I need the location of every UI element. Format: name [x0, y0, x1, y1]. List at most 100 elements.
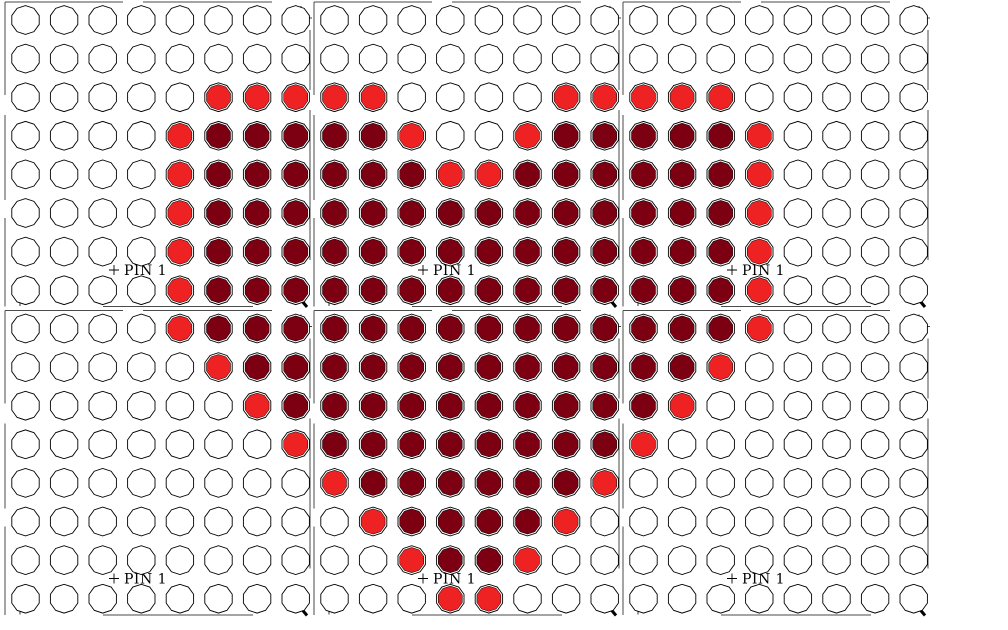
led-dot	[88, 5, 117, 35]
led-dot	[11, 506, 40, 537]
led-dot	[629, 545, 658, 575]
led-dot	[204, 429, 233, 460]
led-dot	[165, 313, 195, 344]
led-dot	[281, 545, 310, 575]
led-dot	[474, 313, 504, 344]
led-dot	[783, 82, 813, 113]
led-dot	[783, 313, 813, 344]
led-module: PIN 1	[622, 1, 930, 308]
led-dot	[88, 583, 117, 614]
led-dot	[513, 275, 542, 306]
led-dot	[551, 5, 581, 35]
led-dot	[474, 506, 504, 537]
led-dot	[822, 82, 851, 113]
led-dot	[165, 506, 195, 537]
led-dot	[165, 352, 195, 382]
led-dot	[397, 159, 426, 190]
module-board-edge	[622, 310, 929, 616]
led-dot	[513, 159, 542, 190]
led-dot	[204, 236, 233, 267]
led-dot	[397, 506, 426, 537]
led-dot	[358, 236, 388, 267]
led-dot	[358, 275, 388, 306]
led-dot	[358, 159, 388, 190]
led-dot	[88, 275, 117, 306]
led-dot	[551, 198, 581, 228]
led-dot	[11, 390, 40, 421]
led-dot	[88, 468, 117, 498]
led-dot	[899, 506, 928, 537]
led-dot	[513, 198, 542, 228]
led-dot	[513, 313, 542, 344]
led-dot	[11, 5, 40, 35]
led-dot	[629, 429, 658, 460]
led-dot	[165, 468, 195, 498]
led-dot	[783, 545, 813, 575]
led-dot	[629, 43, 658, 74]
led-dot	[706, 236, 735, 267]
led-dot	[474, 5, 504, 35]
led-dot	[551, 352, 581, 382]
led-dot	[436, 43, 465, 74]
led-dot	[822, 5, 851, 35]
led-dot	[860, 236, 890, 267]
led-dot	[783, 159, 813, 190]
led-dot	[899, 429, 928, 460]
led-dot	[590, 159, 619, 190]
led-dot	[629, 313, 658, 344]
led-dot	[11, 236, 40, 267]
led-dot	[242, 198, 272, 228]
led-dot	[358, 82, 388, 113]
led-dot	[49, 313, 79, 344]
led-dot	[436, 275, 465, 306]
led-dot	[551, 429, 581, 460]
led-dot	[783, 390, 813, 421]
led-dot	[320, 390, 349, 421]
led-dot	[899, 390, 928, 421]
led-dot	[822, 236, 851, 267]
led-dot	[629, 583, 658, 614]
pin-1-label: PIN 1	[433, 572, 476, 588]
led-dot	[667, 198, 697, 228]
led-dot	[397, 275, 426, 306]
led-dot	[745, 429, 774, 460]
led-dot	[822, 390, 851, 421]
led-dot	[358, 506, 388, 537]
led-dot	[822, 275, 851, 306]
led-dot	[706, 506, 735, 537]
led-dot	[860, 43, 890, 74]
module-board-edge	[4, 1, 311, 307]
led-dot	[513, 390, 542, 421]
led-dot	[49, 120, 79, 151]
led-dot	[860, 82, 890, 113]
led-dot	[358, 545, 388, 575]
led-dot	[242, 468, 272, 498]
led-dot	[899, 120, 928, 151]
led-dot	[49, 390, 79, 421]
led-dot	[127, 313, 156, 344]
led-dot	[551, 120, 581, 151]
led-dot	[667, 313, 697, 344]
led-dot	[551, 390, 581, 421]
led-dot	[358, 583, 388, 614]
led-dot	[783, 352, 813, 382]
led-dot	[88, 198, 117, 228]
led-dot	[474, 275, 504, 306]
led-dot	[513, 120, 542, 151]
led-dot	[397, 236, 426, 267]
led-dot	[242, 545, 272, 575]
led-dot	[165, 120, 195, 151]
led-dot	[127, 159, 156, 190]
led-dot	[860, 545, 890, 575]
led-dot	[629, 236, 658, 267]
pin-marker	[727, 265, 737, 275]
led-dot	[242, 313, 272, 344]
led-dot	[320, 545, 349, 575]
led-dot	[320, 82, 349, 113]
pin-marker	[418, 573, 428, 584]
led-dot	[590, 5, 619, 35]
led-dot	[11, 82, 40, 113]
led-dot	[822, 120, 851, 151]
led-dot	[513, 583, 542, 614]
led-dot	[436, 352, 465, 382]
